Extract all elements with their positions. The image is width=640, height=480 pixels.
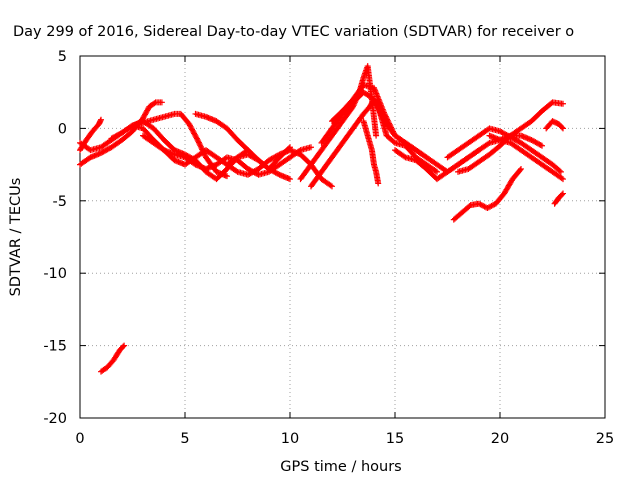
- series-arc-21: [98, 342, 128, 375]
- series-arc-19: [543, 118, 566, 132]
- plus-marker: [275, 152, 282, 159]
- plus-marker: [375, 180, 382, 187]
- plus-marker: [199, 146, 206, 153]
- plus-marker: [275, 171, 282, 178]
- x-tick-label: 25: [596, 431, 614, 447]
- x-tick-label: 15: [386, 431, 404, 447]
- plus-marker: [224, 173, 230, 180]
- plus-marker: [382, 113, 389, 120]
- plus-marker: [539, 142, 545, 149]
- x-tick-label: 10: [281, 431, 299, 447]
- plus-marker: [557, 168, 564, 175]
- x-axis-label: GPS time / hours: [280, 459, 401, 475]
- series-arc-17: [486, 132, 566, 183]
- plus-marker: [390, 129, 397, 136]
- plus-marker: [485, 140, 492, 147]
- plus-marker: [560, 190, 566, 197]
- plus-marker: [381, 110, 388, 117]
- plus-marker: [158, 99, 165, 106]
- plus-marker: [327, 182, 334, 189]
- chart-title: Day 299 of 2016, Sidereal Day-to-day VTE…: [13, 24, 574, 40]
- plus-marker: [558, 124, 565, 131]
- plus-marker: [390, 128, 397, 135]
- series-arc-8: [224, 147, 335, 190]
- y-axis-label: SDTVAR / TECUs: [8, 178, 24, 297]
- plus-marker: [558, 191, 565, 198]
- y-tick-label: 0: [58, 121, 67, 137]
- plus-marker: [389, 127, 396, 134]
- plus-marker: [287, 176, 293, 183]
- plus-marker: [120, 343, 127, 350]
- x-tick-label: 5: [180, 431, 189, 447]
- y-tick-label: -20: [43, 411, 67, 427]
- plus-marker: [308, 144, 314, 151]
- plus-marker: [193, 135, 200, 142]
- plus-marker: [151, 100, 158, 107]
- plus-marker: [388, 125, 395, 132]
- plus-marker: [387, 123, 394, 130]
- series-arc-18: [450, 165, 524, 223]
- plus-marker: [121, 342, 128, 349]
- plus-marker: [385, 119, 392, 126]
- plus-marker: [401, 153, 408, 160]
- plus-marker: [558, 175, 565, 182]
- plus-marker: [197, 142, 204, 149]
- plus-marker: [537, 142, 544, 149]
- plus-marker: [434, 168, 440, 175]
- plus-marker: [196, 140, 203, 147]
- plus-marker: [384, 116, 391, 123]
- series-arc-12: [360, 118, 382, 187]
- x-tick-label: 20: [491, 431, 509, 447]
- plus-marker: [201, 150, 208, 157]
- plus-marker: [199, 147, 206, 154]
- series-arc-7: [192, 110, 293, 183]
- y-tick-label: -5: [53, 194, 67, 210]
- plus-marker: [233, 167, 240, 174]
- plus-marker: [329, 183, 335, 190]
- plus-marker: [518, 165, 524, 172]
- axis-ticks: 0 5 10 15 20 25 5 0 -5 -10 -15 -20: [43, 49, 614, 447]
- plus-marker: [384, 117, 391, 124]
- y-tick-label: -10: [43, 266, 67, 282]
- series-arc-20: [551, 190, 566, 207]
- plus-marker: [201, 151, 208, 158]
- plus-marker: [195, 138, 202, 145]
- plus-marker: [556, 167, 563, 174]
- plus-marker: [560, 176, 566, 183]
- series-arc-15: [444, 125, 564, 175]
- plus-marker: [560, 125, 566, 132]
- series-arc-16: [455, 99, 566, 175]
- y-tick-label: 5: [58, 49, 67, 65]
- plus-marker: [198, 145, 205, 152]
- plus-marker: [197, 143, 204, 150]
- plus-marker: [98, 116, 104, 123]
- x-tick-label: 0: [75, 431, 84, 447]
- plus-marker: [382, 112, 389, 119]
- plus-marker: [195, 139, 202, 146]
- y-tick-label: -15: [43, 339, 67, 355]
- plot-frame: [79, 55, 606, 419]
- plus-marker: [373, 132, 380, 139]
- plus-marker: [432, 167, 439, 174]
- plus-marker: [200, 149, 207, 156]
- plus-marker: [386, 120, 393, 127]
- plus-marker: [386, 121, 393, 128]
- plus-marker: [560, 100, 566, 107]
- plus-marker: [194, 136, 201, 143]
- plus-marker: [388, 124, 395, 131]
- data-series: [77, 63, 566, 375]
- plus-marker: [517, 167, 524, 174]
- plus-marker: [383, 114, 390, 121]
